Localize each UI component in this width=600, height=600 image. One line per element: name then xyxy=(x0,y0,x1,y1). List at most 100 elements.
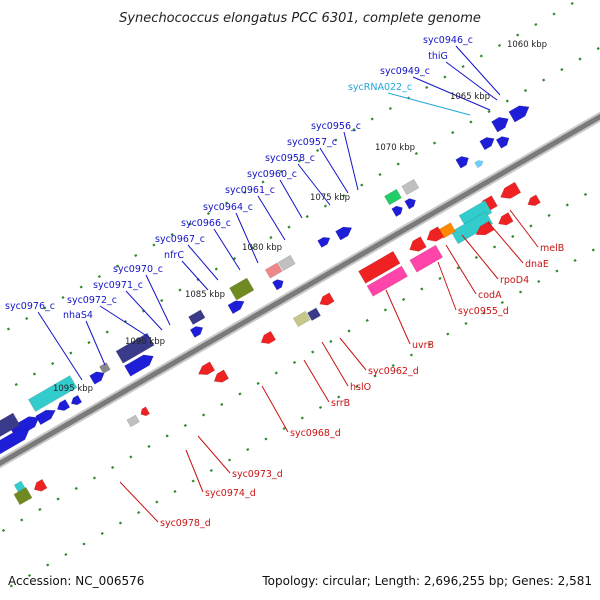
tick xyxy=(227,458,232,462)
gene-feature xyxy=(317,236,331,248)
gene-feature xyxy=(409,244,444,273)
gene-feature xyxy=(491,116,509,133)
map-title: Synechococcus elongatus PCC 6301, comple… xyxy=(119,11,481,26)
tick xyxy=(261,180,265,184)
tick xyxy=(32,372,37,376)
tick xyxy=(134,253,138,258)
leader-thig xyxy=(445,61,498,101)
gene-feature xyxy=(366,265,409,297)
gene-feature xyxy=(33,478,48,492)
tick xyxy=(46,563,50,567)
tick xyxy=(269,235,273,240)
gene-label-nhas4: nhaS4 xyxy=(63,310,93,321)
tick xyxy=(516,33,520,37)
tick xyxy=(329,339,333,344)
gene-label-syc0968-d: syc0968_d xyxy=(290,428,341,439)
gene-label-syc0946-c: syc0946_c xyxy=(423,35,473,46)
leader-syc0967-c xyxy=(187,244,219,281)
accession-text: Accession: NC_006576 xyxy=(8,574,144,588)
leader-syc0978-d xyxy=(119,481,159,523)
tick xyxy=(97,274,101,279)
gene-label-syc0972-c: syc0972_c xyxy=(67,295,117,306)
tick xyxy=(342,193,346,198)
backbone-line xyxy=(0,113,600,467)
gene-label-syc0956-c: syc0956_c xyxy=(311,121,361,132)
leader-syc0974-d xyxy=(185,449,204,493)
tick xyxy=(479,54,483,58)
gene-feature xyxy=(450,211,494,245)
tick xyxy=(170,232,174,237)
leader-dnae xyxy=(487,221,524,264)
tick xyxy=(474,255,478,260)
gene-label-syc0960-c: syc0960_c xyxy=(247,169,297,180)
tick xyxy=(334,138,338,142)
gene-label-syc0961-c: syc0961_c xyxy=(225,185,275,196)
gene-label-uvrb: uvrB xyxy=(412,340,434,351)
tick xyxy=(596,46,600,51)
tick xyxy=(292,360,297,365)
gene-feature xyxy=(292,310,311,328)
tick xyxy=(552,12,556,16)
gene-feature xyxy=(213,369,230,383)
tick xyxy=(225,201,229,205)
gene-feature xyxy=(227,300,245,315)
tick xyxy=(74,486,78,491)
gene-label-syc0971-c: syc0971_c xyxy=(93,280,143,291)
gene-label-syc0958-c: syc0958_c xyxy=(265,153,315,164)
gene-feature xyxy=(495,136,510,149)
tick xyxy=(6,327,11,331)
gene-features xyxy=(0,105,541,506)
tick xyxy=(378,172,382,177)
tick xyxy=(425,85,429,90)
leader-syc0956-c xyxy=(343,131,359,191)
tick xyxy=(188,222,192,226)
tick xyxy=(61,295,65,300)
leader-rpod4 xyxy=(461,234,499,280)
tick xyxy=(118,521,123,525)
gene-feature xyxy=(56,399,71,411)
gene-label-syc0955-d: syc0955_d xyxy=(458,306,509,317)
gene-label-syc0976-c: syc0976_c xyxy=(5,301,55,312)
label-leader-lines xyxy=(37,45,539,523)
leader-srrb xyxy=(303,359,330,403)
gene-feature xyxy=(89,371,105,385)
scale-label: 1075 kbp xyxy=(310,193,350,203)
tick xyxy=(316,148,320,153)
gene-label-syc0957-c: syc0957_c xyxy=(287,137,337,148)
tick xyxy=(547,213,551,218)
gene-label-syc0967-c: syc0967_c xyxy=(155,234,205,245)
gene-label-dnae: dnaE xyxy=(525,259,549,270)
gene-feature xyxy=(500,181,522,199)
tick xyxy=(14,382,18,387)
tick xyxy=(111,465,115,470)
gene-feature xyxy=(527,194,541,207)
scale-label: 1060 kbp xyxy=(507,40,547,50)
tick xyxy=(274,371,278,375)
gene-feature xyxy=(27,375,78,413)
gene-feature xyxy=(409,236,427,252)
tick xyxy=(500,300,504,305)
tick xyxy=(446,332,450,336)
tick xyxy=(137,510,141,515)
tick xyxy=(443,75,447,79)
tick xyxy=(264,437,268,441)
tick xyxy=(383,308,388,312)
gene-feature xyxy=(188,309,206,326)
gene-feature xyxy=(140,406,151,417)
gene-feature xyxy=(401,178,420,196)
tick xyxy=(297,159,302,163)
tick xyxy=(388,106,392,111)
gene-feature xyxy=(306,307,322,322)
scale-labels: 1060 kbp 1065 kbp 1070 kbp 1075 kbp 1080 kbp… xyxy=(53,40,547,394)
genome-summary-text: Topology: circular; Length: 2,696,255 bp… xyxy=(261,574,592,588)
tick xyxy=(523,88,528,93)
tick xyxy=(311,350,315,354)
tick xyxy=(1,528,6,533)
tick xyxy=(591,248,595,252)
gene-feature xyxy=(455,156,469,169)
tick xyxy=(323,204,328,208)
scale-label: 1070 kbp xyxy=(375,143,415,153)
tick xyxy=(51,361,55,366)
